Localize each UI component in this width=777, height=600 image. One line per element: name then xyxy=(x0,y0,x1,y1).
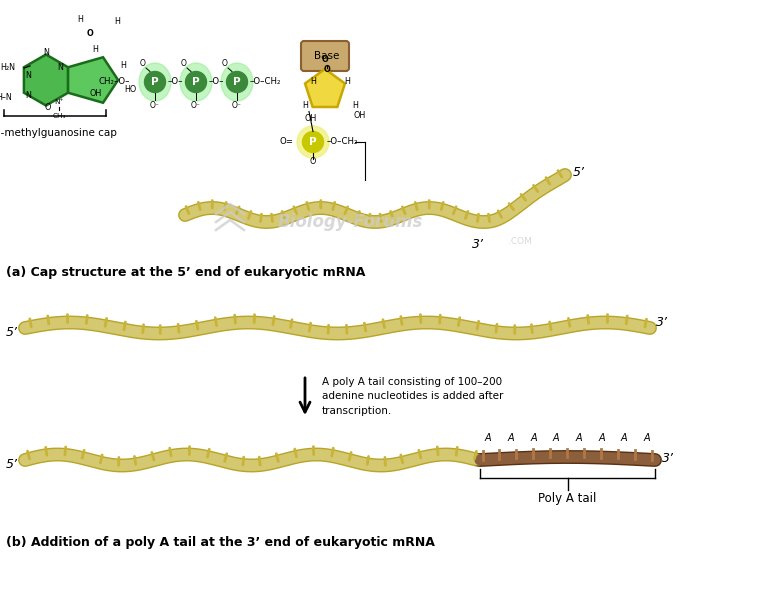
Text: H: H xyxy=(344,77,350,86)
Text: OH: OH xyxy=(305,113,317,122)
Text: O: O xyxy=(140,59,146,68)
Text: H: H xyxy=(114,17,120,26)
Text: N: N xyxy=(25,70,31,79)
Text: CH₂–O–: CH₂–O– xyxy=(98,77,130,86)
Text: Biology-Forums: Biology-Forums xyxy=(277,213,423,231)
Text: H–N: H–N xyxy=(0,92,12,101)
Text: O: O xyxy=(322,55,329,64)
Text: O: O xyxy=(324,65,330,74)
Text: H: H xyxy=(78,16,83,25)
Text: O: O xyxy=(181,59,187,68)
Text: A: A xyxy=(552,433,559,443)
Text: A: A xyxy=(507,433,514,443)
Text: 7-methylguanosine cap: 7-methylguanosine cap xyxy=(0,128,117,138)
Ellipse shape xyxy=(297,126,329,158)
Text: O⁻: O⁻ xyxy=(150,101,160,109)
Text: OH: OH xyxy=(354,110,366,119)
Text: A: A xyxy=(576,433,582,443)
Text: .COM: .COM xyxy=(508,238,532,247)
Text: 3’: 3’ xyxy=(662,451,674,464)
Circle shape xyxy=(145,71,166,92)
Text: H: H xyxy=(352,101,358,109)
Text: N: N xyxy=(43,49,49,58)
Text: (a) Cap structure at the 5’ end of eukaryotic mRNA: (a) Cap structure at the 5’ end of eukar… xyxy=(6,266,365,279)
Text: 5’: 5’ xyxy=(6,458,18,472)
Text: P: P xyxy=(309,137,317,147)
Text: CH₃: CH₃ xyxy=(52,113,66,119)
Text: O: O xyxy=(45,103,51,112)
Text: –O–: –O– xyxy=(209,77,225,86)
Ellipse shape xyxy=(180,63,212,101)
Text: A: A xyxy=(598,433,605,443)
Text: A poly A tail consisting of 100–200
adenine nucleotides is added after
transcrip: A poly A tail consisting of 100–200 aden… xyxy=(322,377,503,416)
Text: –O–CH₂: –O–CH₂ xyxy=(327,137,358,146)
Text: 3’: 3’ xyxy=(656,317,668,329)
Text: H: H xyxy=(310,77,316,86)
Text: A: A xyxy=(643,433,650,443)
Text: OH: OH xyxy=(89,89,102,98)
FancyBboxPatch shape xyxy=(301,41,349,71)
Polygon shape xyxy=(24,55,68,106)
Text: O: O xyxy=(310,157,316,166)
Text: H: H xyxy=(302,101,308,109)
Text: O: O xyxy=(86,28,93,37)
Circle shape xyxy=(227,71,248,92)
Text: 3’: 3’ xyxy=(472,238,484,251)
Text: H: H xyxy=(92,46,99,55)
Polygon shape xyxy=(305,69,345,107)
Text: A: A xyxy=(530,433,537,443)
Circle shape xyxy=(186,71,207,92)
Text: (b) Addition of a poly A tail at the 3’ end of eukaryotic mRNA: (b) Addition of a poly A tail at the 3’ … xyxy=(6,536,435,549)
Text: N: N xyxy=(57,64,63,73)
Text: O: O xyxy=(222,59,228,68)
Ellipse shape xyxy=(139,63,171,101)
Text: H: H xyxy=(120,61,127,70)
Text: 5’: 5’ xyxy=(6,325,18,338)
Polygon shape xyxy=(68,57,118,103)
Text: O=: O= xyxy=(279,137,293,146)
Text: HO: HO xyxy=(124,85,137,94)
Text: Poly A tail: Poly A tail xyxy=(538,492,597,505)
Text: O⁻: O⁻ xyxy=(232,101,242,109)
Circle shape xyxy=(302,131,323,152)
Text: Base: Base xyxy=(315,51,340,61)
Text: H₂N: H₂N xyxy=(1,64,16,73)
Text: A: A xyxy=(621,433,628,443)
Text: 5’: 5’ xyxy=(573,166,585,179)
Text: A: A xyxy=(485,433,491,443)
Text: N: N xyxy=(25,91,31,100)
Text: P: P xyxy=(192,77,200,87)
Text: P: P xyxy=(233,77,241,87)
Text: N⁺: N⁺ xyxy=(54,99,64,105)
Text: O⁻: O⁻ xyxy=(191,101,201,109)
Text: P: P xyxy=(152,77,159,87)
Text: –O–: –O– xyxy=(168,77,183,86)
Text: –O–CH₂: –O–CH₂ xyxy=(249,77,280,86)
Ellipse shape xyxy=(221,63,253,101)
